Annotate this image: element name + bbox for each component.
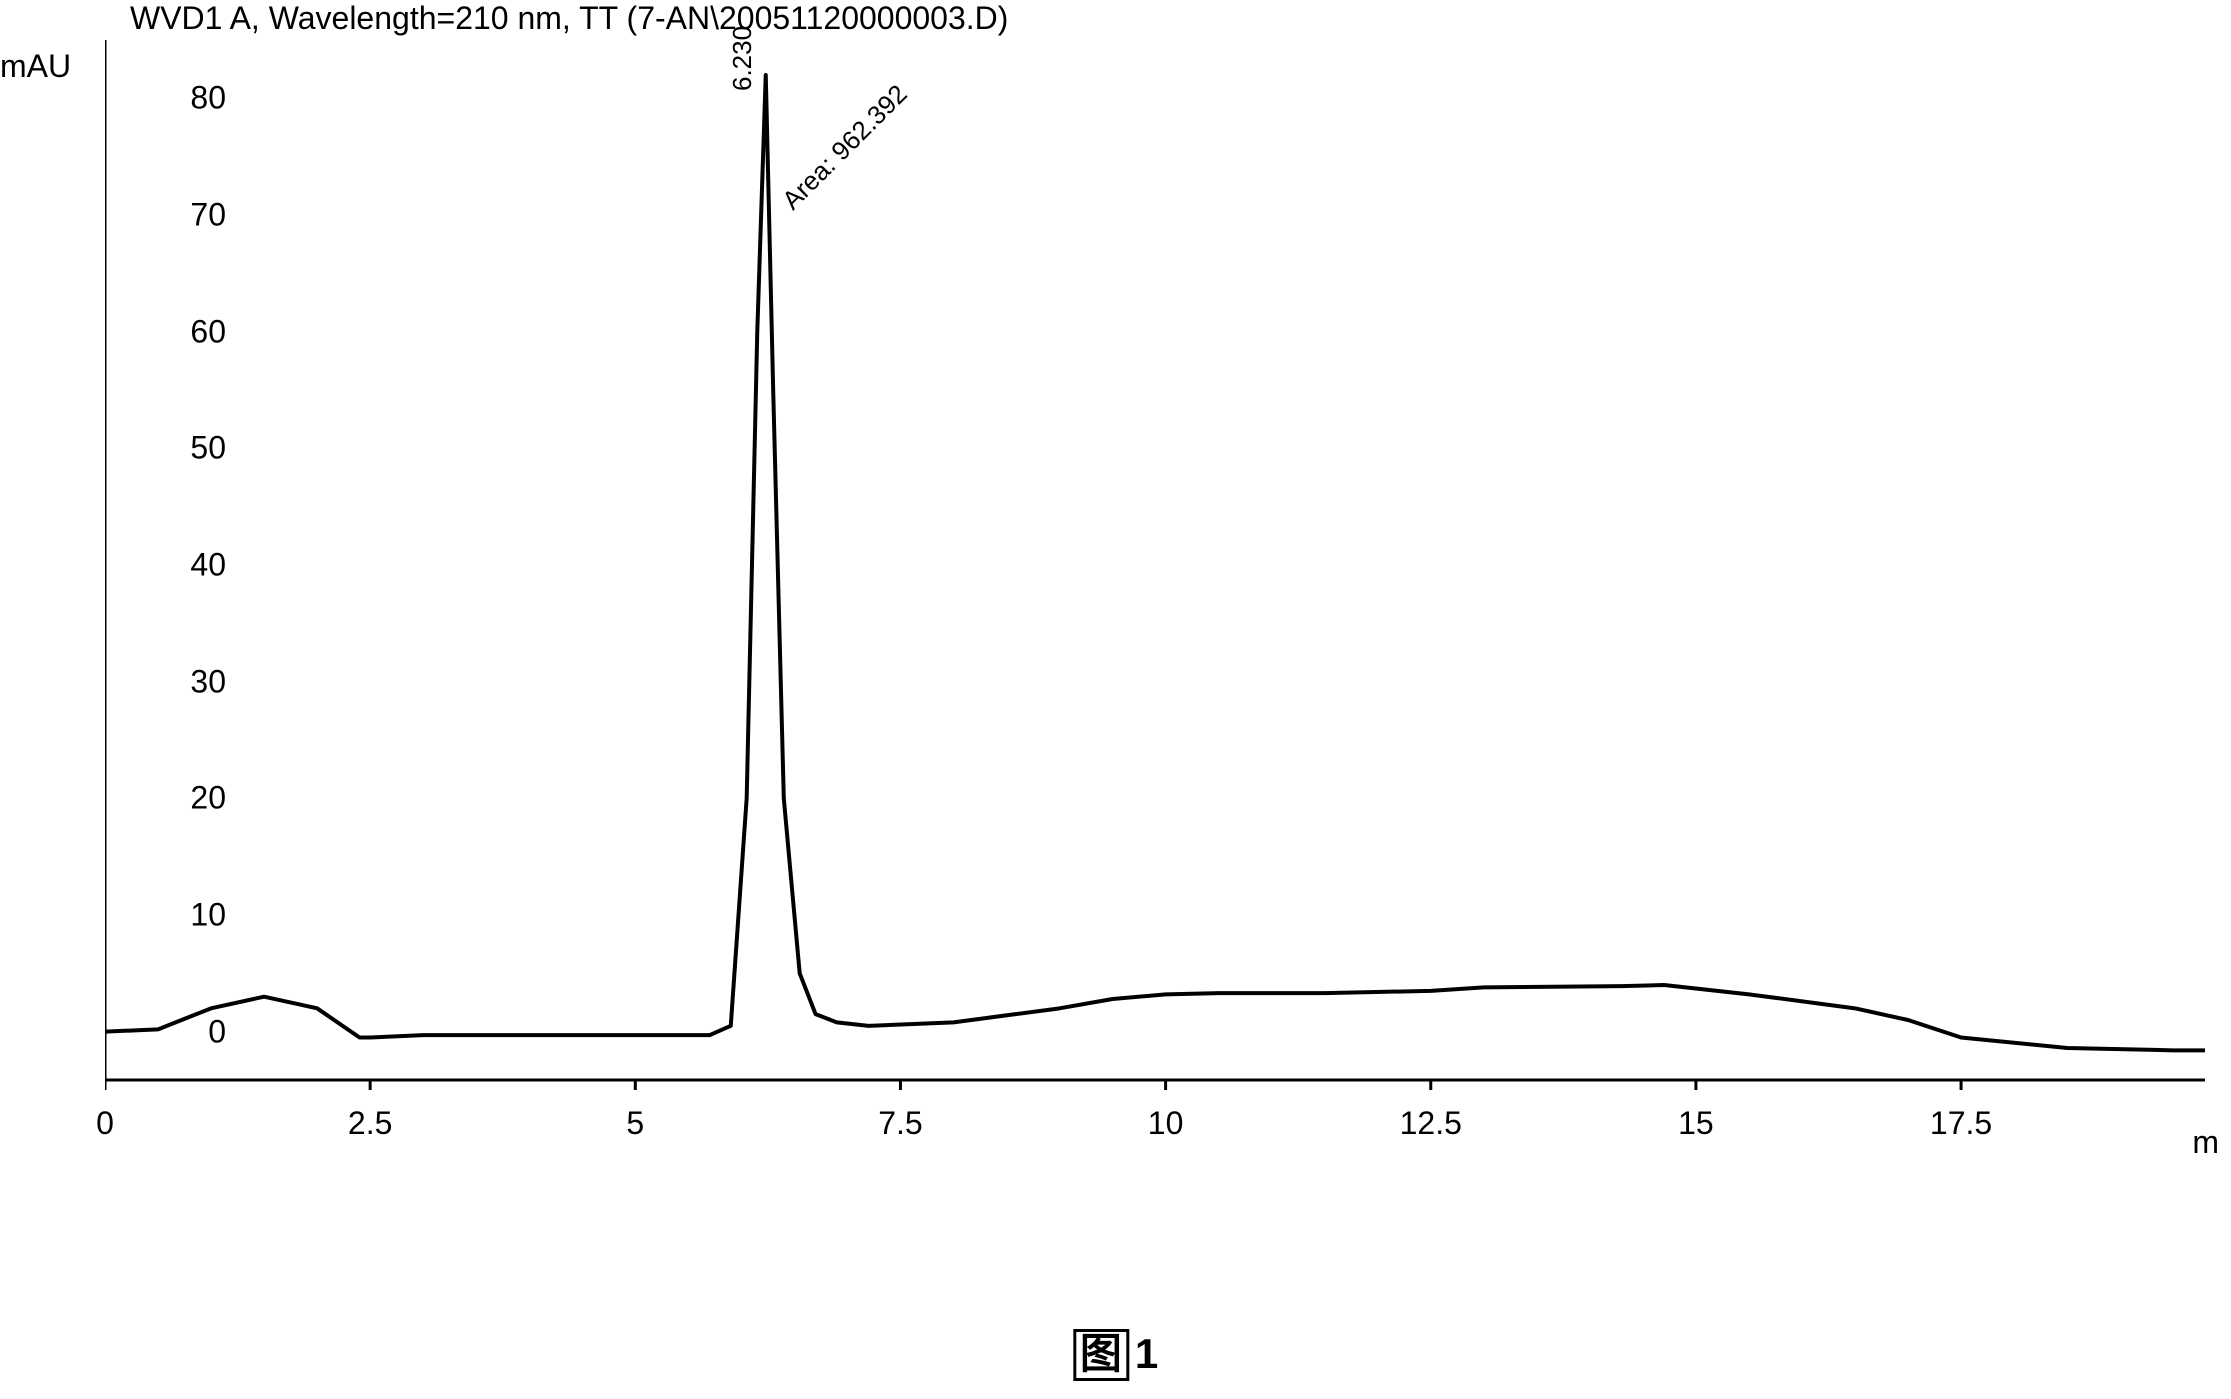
x-tick: 7.5 <box>878 1105 922 1142</box>
y-tick: 20 <box>146 780 226 817</box>
y-tick: 60 <box>146 313 226 350</box>
chromatogram-plot <box>105 40 2205 1090</box>
y-tick: 80 <box>146 80 226 117</box>
x-tick: 2.5 <box>348 1105 392 1142</box>
x-tick: 5 <box>626 1105 644 1142</box>
x-tick: 10 <box>1148 1105 1184 1142</box>
y-tick: 0 <box>146 1013 226 1050</box>
y-tick: 70 <box>146 197 226 234</box>
y-tick: 40 <box>146 547 226 584</box>
x-tick: 12.5 <box>1400 1105 1462 1142</box>
peak-retention-time-label: 6.230 <box>727 26 758 91</box>
y-axis-label: mAU <box>0 48 71 85</box>
y-tick: 30 <box>146 663 226 700</box>
y-tick: 10 <box>146 897 226 934</box>
x-tick: 15 <box>1678 1105 1714 1142</box>
figure-caption: 图1 <box>1073 1329 1158 1381</box>
caption-cn: 图 <box>1073 1329 1129 1381</box>
y-tick: 50 <box>146 430 226 467</box>
x-tick: 17.5 <box>1930 1105 1992 1142</box>
x-axis-suffix: m <box>2192 1124 2219 1161</box>
chart-container: WVD1 A, Wavelength=210 nm, TT (7-AN\2005… <box>0 0 2231 1399</box>
x-tick: 0 <box>96 1105 114 1142</box>
caption-num: 1 <box>1135 1330 1158 1377</box>
chart-title: WVD1 A, Wavelength=210 nm, TT (7-AN\2005… <box>130 0 1008 37</box>
